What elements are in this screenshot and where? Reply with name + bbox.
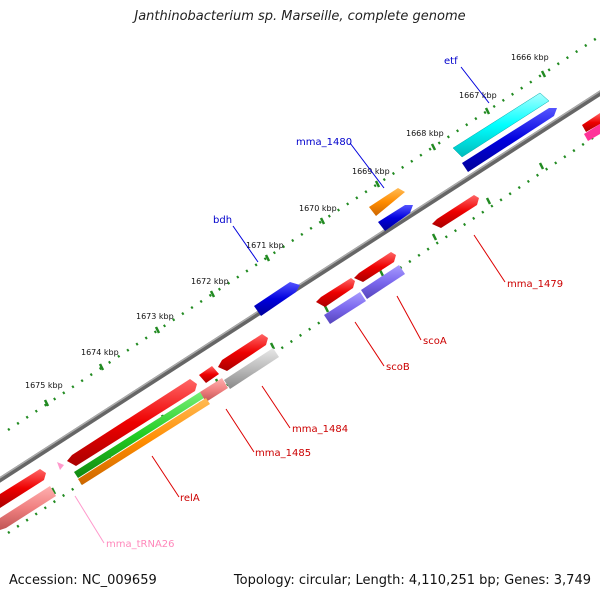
- gene-trna: [57, 462, 64, 470]
- tick-label: 1666 kbp: [511, 53, 549, 62]
- gene-small-red: [199, 366, 219, 383]
- tick-label: 1669 kbp: [352, 167, 390, 176]
- gene-mma-1480: [378, 205, 413, 231]
- gene-label-mma-1479: mma_1479: [507, 279, 563, 290]
- gene-scoA: [354, 252, 396, 282]
- gene-green: [74, 392, 204, 478]
- gene-mma-1479: [432, 195, 479, 228]
- gene-bdh: [254, 282, 300, 316]
- outer-major-ticks: [43, 70, 547, 407]
- gene-orange: [369, 188, 405, 216]
- label-leaders: [74, 66, 506, 544]
- tick-label: 1673 kbp: [136, 312, 174, 321]
- gene-relA: [67, 379, 197, 466]
- gene-scoB-purple: [324, 292, 366, 324]
- tick-label: 1674 kbp: [81, 348, 119, 357]
- gene-label-bdh: bdh: [213, 215, 232, 226]
- gene-edge-left-red: [0, 469, 46, 508]
- gene-relA-orange: [78, 398, 210, 485]
- outer-tick-ring: [7, 34, 600, 432]
- topology-label: Topology: circular; Length: 4,110,251 bp…: [233, 573, 591, 588]
- tick-label: 1667 kbp: [459, 91, 497, 100]
- accession-label: Accession: NC_009659: [9, 573, 157, 588]
- gene-label-mma-1485: mma_1485: [255, 448, 311, 459]
- gene-etf-b: [462, 108, 557, 172]
- gene-scoA-purple: [361, 265, 405, 299]
- gene-etf-a: [452, 92, 550, 158]
- tick-label: 1672 kbp: [191, 277, 229, 286]
- reverse-strand-genes: [0, 195, 479, 530]
- gene-edge-pink: [584, 124, 600, 141]
- gene-label-mma-1480: mma_1480: [296, 137, 352, 148]
- gene-label-relA: relA: [180, 493, 200, 504]
- gene-mma-1484: [218, 334, 268, 371]
- tick-label: 1670 kbp: [299, 204, 337, 213]
- inner-tick-ring: [7, 131, 600, 535]
- forward-strand-genes: [254, 92, 600, 316]
- gene-edge-red: [582, 113, 600, 132]
- gene-label-scoA: scoA: [423, 336, 447, 347]
- gene-scoB: [316, 278, 355, 307]
- gene-label-mma-1484: mma_1484: [292, 424, 348, 435]
- tick-label: 1668 kbp: [406, 129, 444, 138]
- gene-label-etf: etf: [444, 56, 458, 67]
- gene-label-mma-trna26: mma_tRNA26: [106, 539, 175, 550]
- genome-backbone: [0, 90, 600, 483]
- gene-pink-mid: [200, 378, 228, 402]
- gene-edge-left-pink: [0, 486, 56, 530]
- map-title: Janthinobacterium sp. Marseille, complet…: [134, 9, 466, 24]
- tick-label: 1671 kbp: [246, 241, 284, 250]
- gene-label-scoB: scoB: [386, 362, 410, 373]
- gene-mma-1484-gray: [224, 348, 279, 389]
- tick-label: 1675 kbp: [25, 381, 63, 390]
